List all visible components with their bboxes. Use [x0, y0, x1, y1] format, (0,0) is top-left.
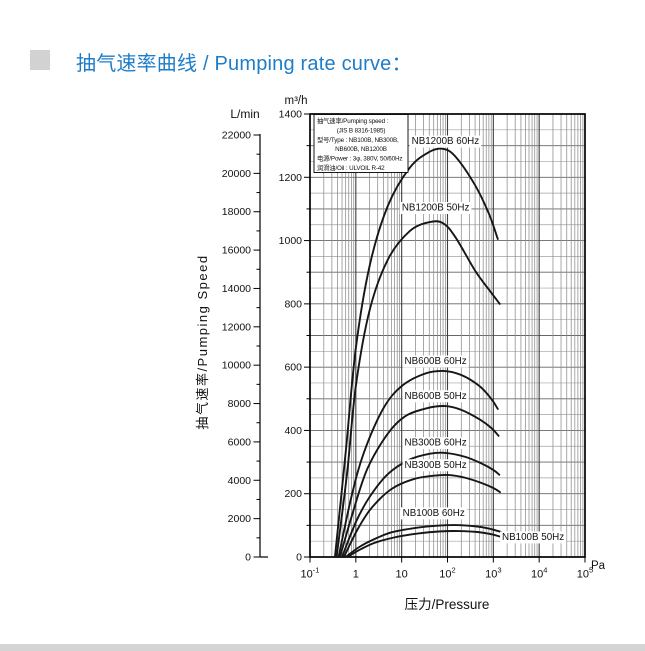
svg-text:102: 102	[439, 566, 455, 581]
svg-text:10: 10	[396, 569, 408, 581]
x-axis-title: 压力/Pressure	[405, 597, 490, 612]
svg-text:400: 400	[284, 425, 302, 437]
y-axis-title: 抽气速率/Pumping Speed	[195, 254, 210, 429]
curve-NB1200B-50Hz	[335, 220, 501, 558]
curve-label-NB100B-60Hz: NB100B 60Hz	[403, 508, 465, 519]
svg-text:0: 0	[296, 552, 302, 564]
svg-text:104: 104	[531, 566, 547, 581]
curve-label-NB1200B-50Hz: NB1200B 50Hz	[402, 203, 470, 214]
svg-text:103: 103	[485, 566, 501, 581]
svg-text:10-1: 10-1	[301, 566, 320, 581]
grid	[310, 114, 585, 557]
svg-text:18000: 18000	[222, 206, 251, 218]
svg-text:8000: 8000	[228, 398, 252, 410]
curve-NB600B-50Hz	[338, 405, 500, 558]
curve-NB1200B-60Hz	[333, 147, 499, 558]
svg-text:14000: 14000	[222, 283, 251, 295]
svg-text:2000: 2000	[228, 513, 252, 525]
bottom-page-bar	[0, 644, 645, 651]
curve-label-NB300B-60Hz: NB300B 60Hz	[405, 438, 467, 449]
svg-text:4000: 4000	[228, 475, 252, 487]
svg-text:1: 1	[353, 569, 359, 581]
info-box-line: (JIS B 8316-1985)	[337, 127, 386, 134]
curve-NB100B-60Hz	[344, 524, 503, 558]
curve-NB300B-60Hz	[341, 451, 501, 558]
info-box-line: 抽气速率/Pumping speed :	[317, 116, 389, 125]
page-title: 抽气速率曲线 / Pumping rate curve：	[76, 53, 412, 75]
curve-label-NB600B-50Hz: NB600B 50Hz	[405, 391, 467, 402]
info-box-line: NB600B, NB1200B	[335, 146, 387, 153]
curve-labels: NB1200B 60Hz NB1200B 50Hz NB600B 60Hz NB600…	[399, 135, 567, 544]
y-axis-lmin: 0 2000 4000 6000 8000 10000 12000 14000 16000 180…	[222, 107, 268, 564]
curve-label-NB1200B-60Hz: NB1200B 60Hz	[412, 136, 480, 147]
svg-text:1400: 1400	[279, 109, 303, 121]
y-unit-m3h: m³/h	[285, 95, 308, 107]
section-header: 抽气速率曲线 / Pumping rate curve：	[0, 47, 645, 75]
curve-NB100B-50Hz	[346, 530, 504, 558]
curves	[333, 147, 504, 558]
svg-text:10000: 10000	[222, 360, 251, 372]
info-box: 抽气速率/Pumping speed : (JIS B 8316-1985)型号/…	[313, 114, 409, 173]
svg-text:22000: 22000	[222, 130, 251, 142]
curve-label-NB300B-50Hz: NB300B 50Hz	[405, 460, 467, 471]
curve-NB600B-60Hz	[337, 369, 499, 558]
svg-text:20000: 20000	[222, 168, 251, 180]
info-box-line: 型号/Type : NB100B, NB300B,	[317, 135, 399, 144]
svg-text:0: 0	[245, 552, 251, 564]
x-unit-pa: Pa	[591, 560, 606, 572]
svg-text:1000: 1000	[279, 235, 303, 247]
info-box-line: 润滑油/Oil : ULVOIL R-42	[317, 163, 385, 172]
curve-label-NB100B-50Hz: NB100B 50Hz	[502, 532, 564, 543]
curve-NB300B-50Hz	[342, 473, 501, 558]
svg-text:600: 600	[284, 362, 302, 374]
curve-label-NB600B-60Hz: NB600B 60Hz	[405, 356, 467, 367]
svg-text:12000: 12000	[222, 321, 251, 333]
y-unit-lmin: L/min	[230, 107, 259, 121]
info-box-line: 电源/Power : 3φ, 380V, 50/60Hz	[317, 154, 402, 163]
svg-text:6000: 6000	[228, 436, 252, 448]
svg-text:800: 800	[284, 298, 302, 310]
svg-text:1200: 1200	[279, 172, 303, 184]
y-axis-m3h: 0 200 400 600 800 1000 1200 1400 m³/h	[279, 95, 310, 564]
section-bullet-square	[30, 50, 50, 70]
svg-text:16000: 16000	[222, 245, 251, 257]
svg-text:200: 200	[284, 488, 302, 500]
